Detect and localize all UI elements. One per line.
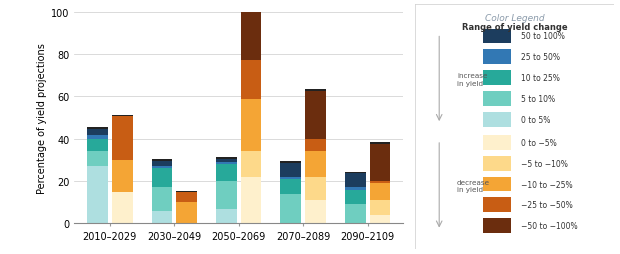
- Bar: [87, 129, 108, 135]
- Text: 0 to 5%: 0 to 5%: [521, 115, 550, 124]
- Bar: [176, 191, 197, 193]
- Bar: [216, 158, 237, 162]
- Bar: [151, 211, 172, 224]
- Bar: [483, 177, 511, 192]
- Bar: [370, 142, 390, 144]
- Text: −50 to −100%: −50 to −100%: [521, 221, 577, 230]
- Bar: [151, 160, 172, 161]
- Text: 5 to 10%: 5 to 10%: [521, 94, 555, 103]
- Bar: [176, 202, 197, 224]
- Bar: [483, 218, 511, 233]
- Bar: [87, 135, 108, 139]
- Bar: [305, 177, 326, 200]
- Bar: [305, 90, 326, 91]
- Bar: [483, 136, 511, 150]
- Bar: [280, 177, 301, 179]
- Bar: [483, 29, 511, 44]
- Bar: [483, 156, 511, 171]
- Bar: [216, 162, 237, 165]
- Bar: [151, 167, 172, 169]
- Bar: [370, 183, 390, 200]
- Bar: [280, 179, 301, 194]
- Bar: [241, 99, 262, 152]
- Bar: [483, 112, 511, 127]
- Bar: [345, 190, 366, 204]
- Text: Range of yield change: Range of yield change: [462, 23, 567, 32]
- Bar: [216, 157, 237, 159]
- Text: increase
in yield: increase in yield: [457, 73, 487, 86]
- Bar: [151, 160, 172, 167]
- Bar: [483, 198, 511, 212]
- Bar: [305, 139, 326, 152]
- Bar: [112, 160, 133, 192]
- Bar: [345, 172, 366, 174]
- Bar: [87, 128, 108, 130]
- Text: Color Legend: Color Legend: [485, 14, 544, 23]
- Bar: [280, 162, 301, 163]
- Bar: [370, 215, 390, 224]
- Bar: [280, 194, 301, 224]
- Bar: [241, 0, 262, 61]
- Bar: [151, 169, 172, 188]
- Y-axis label: Percentage of yield projections: Percentage of yield projections: [37, 43, 47, 193]
- Text: 0 to −5%: 0 to −5%: [521, 138, 556, 147]
- Bar: [176, 192, 197, 202]
- Bar: [112, 116, 133, 160]
- Bar: [483, 71, 511, 86]
- Bar: [483, 50, 511, 65]
- Text: −10 to −25%: −10 to −25%: [521, 180, 572, 189]
- Bar: [370, 181, 390, 183]
- Bar: [370, 144, 390, 181]
- Bar: [241, 152, 262, 177]
- Bar: [305, 152, 326, 177]
- Bar: [305, 91, 326, 139]
- Bar: [345, 188, 366, 190]
- Text: 10 to 25%: 10 to 25%: [521, 74, 559, 83]
- Text: 25 to 50%: 25 to 50%: [521, 53, 560, 62]
- Bar: [87, 152, 108, 167]
- Text: decrease
in yield: decrease in yield: [457, 179, 490, 192]
- Bar: [241, 61, 262, 99]
- Bar: [345, 204, 366, 224]
- Bar: [112, 192, 133, 224]
- Bar: [87, 167, 108, 224]
- Bar: [216, 165, 237, 181]
- Bar: [483, 92, 511, 106]
- Bar: [112, 115, 133, 117]
- Text: −25 to −50%: −25 to −50%: [521, 201, 572, 210]
- Bar: [305, 200, 326, 224]
- Text: −5 to −10%: −5 to −10%: [521, 159, 567, 168]
- Bar: [241, 177, 262, 224]
- Bar: [151, 188, 172, 211]
- Text: 50 to 100%: 50 to 100%: [521, 32, 564, 41]
- Bar: [370, 200, 390, 215]
- Bar: [345, 173, 366, 188]
- Bar: [216, 209, 237, 224]
- Bar: [216, 181, 237, 209]
- Bar: [87, 139, 108, 152]
- Bar: [280, 162, 301, 177]
